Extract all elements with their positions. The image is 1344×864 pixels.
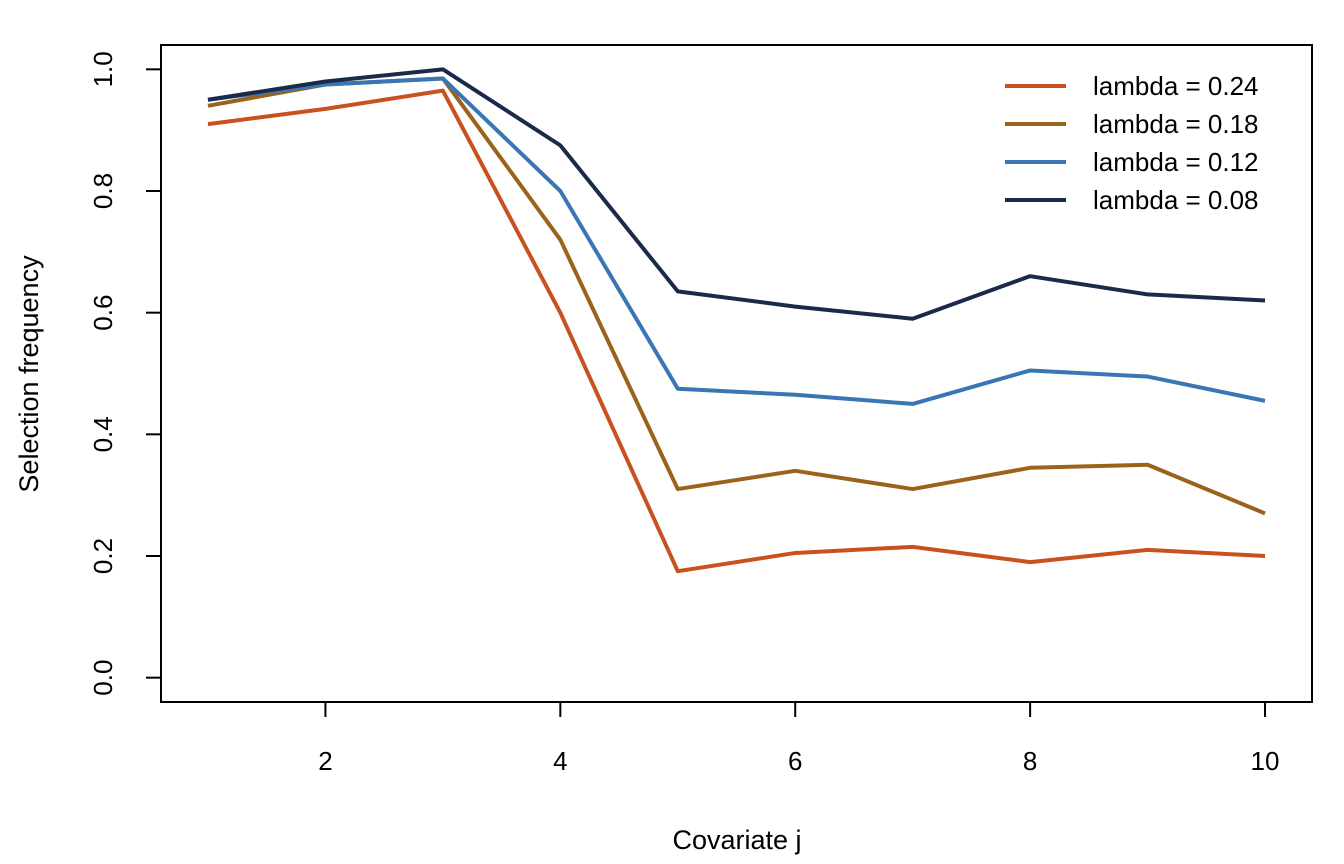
- x-axis: 2 4 6 8 10: [318, 701, 1280, 776]
- x-tick-label: 4: [553, 746, 567, 776]
- legend-label-2: lambda = 0.18: [1093, 109, 1259, 139]
- legend-label-3: lambda = 0.12: [1093, 147, 1259, 177]
- y-axis-title: Selection frequency: [14, 255, 44, 493]
- y-tick-label: 0.4: [88, 416, 118, 452]
- legend-label-1: lambda = 0.24: [1093, 71, 1259, 101]
- series-line-2: [207, 76, 1266, 516]
- series-layer: [207, 67, 1266, 574]
- series-line-4: [207, 67, 1266, 321]
- x-tick-label: 8: [1023, 746, 1037, 776]
- x-axis-title: Covariate j: [672, 825, 801, 855]
- legend-label-4: lambda = 0.08: [1093, 185, 1259, 215]
- y-tick-label: 0.0: [88, 660, 118, 696]
- y-tick-label: 0.8: [88, 173, 118, 209]
- series-line-3: [207, 76, 1266, 406]
- x-tick-label: 6: [788, 746, 802, 776]
- plot-frame: [160, 44, 1313, 703]
- y-tick-label: 0.6: [88, 295, 118, 331]
- legend: lambda = 0.24 lambda = 0.18 lambda = 0.12 l…: [1005, 71, 1259, 215]
- y-tick-label: 1.0: [88, 51, 118, 87]
- x-tick-label: 10: [1251, 746, 1280, 776]
- y-axis: 0.0 0.2 0.4 0.6 0.8 1.0: [88, 51, 162, 696]
- series-line-1: [207, 88, 1266, 574]
- y-tick-label: 0.2: [88, 538, 118, 574]
- x-tick-label: 2: [318, 746, 332, 776]
